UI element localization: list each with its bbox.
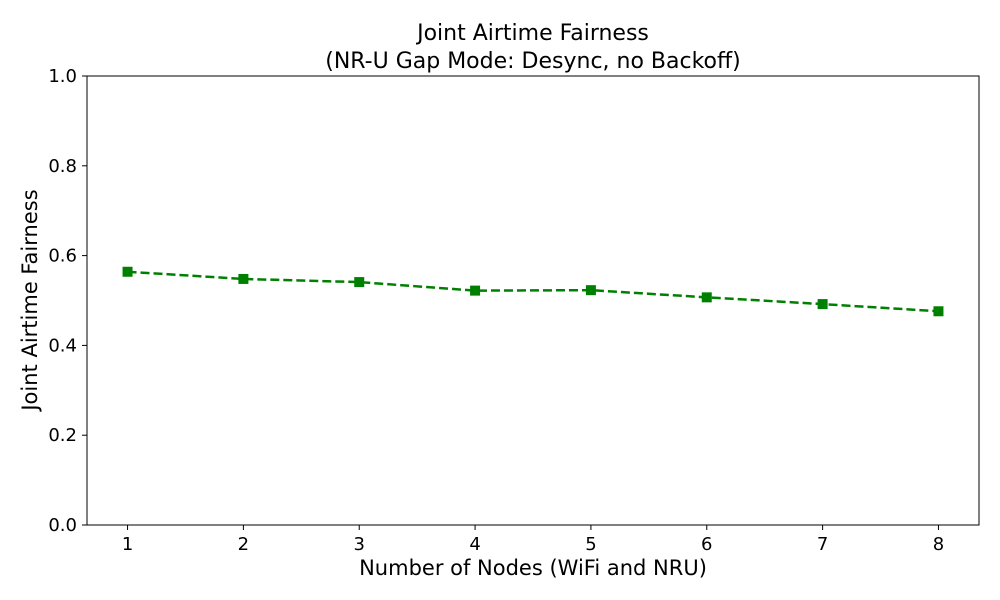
y-tick-label: 0.8 xyxy=(48,156,77,177)
data-point-marker xyxy=(933,306,944,317)
x-tick-label: 1 xyxy=(122,534,133,555)
x-axis-label: Number of Nodes (WiFi and NRU) xyxy=(359,556,707,580)
x-tick-label: 5 xyxy=(585,534,596,555)
y-tick-label: 0.6 xyxy=(48,246,77,267)
x-tick-label: 3 xyxy=(354,534,365,555)
y-axis-ticks: 0.0 0.2 0.4 0.6 0.8 1.0 xyxy=(48,66,87,536)
data-point-marker xyxy=(122,266,133,277)
x-tick-label: 8 xyxy=(933,534,944,555)
data-point-marker xyxy=(817,299,828,310)
y-tick-label: 1.0 xyxy=(48,66,77,87)
x-tick-label: 7 xyxy=(817,534,828,555)
data-point-marker xyxy=(238,273,249,284)
chart-title-line1: Joint Airtime Fairness xyxy=(415,21,649,46)
y-tick-label: 0.0 xyxy=(48,515,77,536)
data-point-marker xyxy=(354,277,365,288)
data-point-marker xyxy=(470,285,481,296)
x-axis-ticks: 1 2 3 4 5 6 7 8 xyxy=(122,525,944,555)
data-point-marker xyxy=(701,292,712,303)
y-tick-label: 0.4 xyxy=(48,335,77,356)
data-point-marker xyxy=(585,285,596,296)
series-line xyxy=(127,270,939,313)
y-tick-label: 0.2 xyxy=(48,425,77,446)
x-tick-label: 2 xyxy=(238,534,249,555)
x-tick-label: 6 xyxy=(701,534,712,555)
plot-frame xyxy=(86,75,980,526)
series-layer xyxy=(122,266,944,317)
y-axis-label: Joint Airtime Fairness xyxy=(18,189,42,412)
x-tick-label: 4 xyxy=(469,534,480,555)
chart-title-line2: (NR-U Gap Mode: Desync, no Backoff) xyxy=(325,49,741,74)
